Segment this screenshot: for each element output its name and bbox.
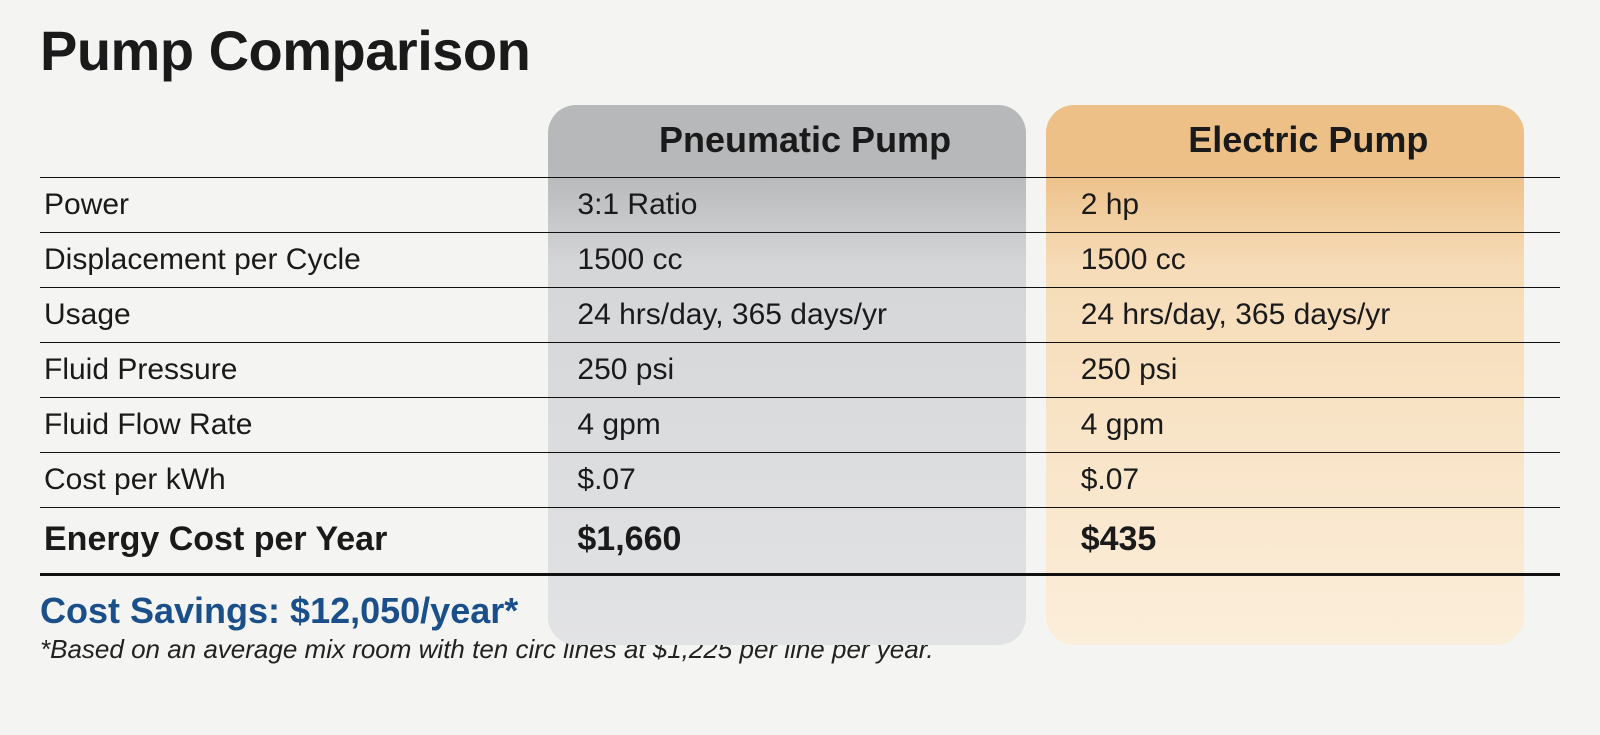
- row-label: Fluid Flow Rate: [40, 398, 553, 453]
- table-row: Power 3:1 Ratio 2 hp: [40, 178, 1560, 233]
- comparison-table: Pneumatic Pump Electric Pump Power 3:1 R…: [40, 105, 1560, 576]
- cell-electric: 2 hp: [1057, 178, 1560, 233]
- cell-pneumatic: 3:1 Ratio: [553, 178, 1056, 233]
- cell-pneumatic: 1500 cc: [553, 233, 1056, 288]
- row-label: Fluid Pressure: [40, 343, 553, 398]
- cell-electric: 4 gpm: [1057, 398, 1560, 453]
- energy-electric: $435: [1057, 508, 1560, 575]
- energy-row: Energy Cost per Year $1,660 $435: [40, 508, 1560, 575]
- cell-electric: 250 psi: [1057, 343, 1560, 398]
- table-row: Fluid Pressure 250 psi 250 psi: [40, 343, 1560, 398]
- page-title: Pump Comparison: [40, 18, 1560, 83]
- row-label: Displacement per Cycle: [40, 233, 553, 288]
- table-row: Cost per kWh $.07 $.07: [40, 453, 1560, 508]
- cell-electric: 1500 cc: [1057, 233, 1560, 288]
- table-header-row: Pneumatic Pump Electric Pump: [40, 105, 1560, 178]
- cell-pneumatic: 250 psi: [553, 343, 1056, 398]
- cell-pneumatic: $.07: [553, 453, 1056, 508]
- header-empty: [40, 105, 553, 178]
- comparison-table-wrap: Pneumatic Pump Electric Pump Power 3:1 R…: [40, 105, 1560, 576]
- cell-pneumatic: 24 hrs/day, 365 days/yr: [553, 288, 1056, 343]
- cell-electric: $.07: [1057, 453, 1560, 508]
- cell-electric: 24 hrs/day, 365 days/yr: [1057, 288, 1560, 343]
- table-row: Fluid Flow Rate 4 gpm 4 gpm: [40, 398, 1560, 453]
- energy-pneumatic: $1,660: [553, 508, 1056, 575]
- row-label: Power: [40, 178, 553, 233]
- header-pneumatic: Pneumatic Pump: [553, 105, 1056, 178]
- row-label: Cost per kWh: [40, 453, 553, 508]
- table-row: Displacement per Cycle 1500 cc 1500 cc: [40, 233, 1560, 288]
- page: Pump Comparison Pneumatic Pump Electric …: [0, 0, 1600, 735]
- table-row: Usage 24 hrs/day, 365 days/yr 24 hrs/day…: [40, 288, 1560, 343]
- energy-label: Energy Cost per Year: [40, 508, 553, 575]
- header-electric: Electric Pump: [1057, 105, 1560, 178]
- cell-pneumatic: 4 gpm: [553, 398, 1056, 453]
- row-label: Usage: [40, 288, 553, 343]
